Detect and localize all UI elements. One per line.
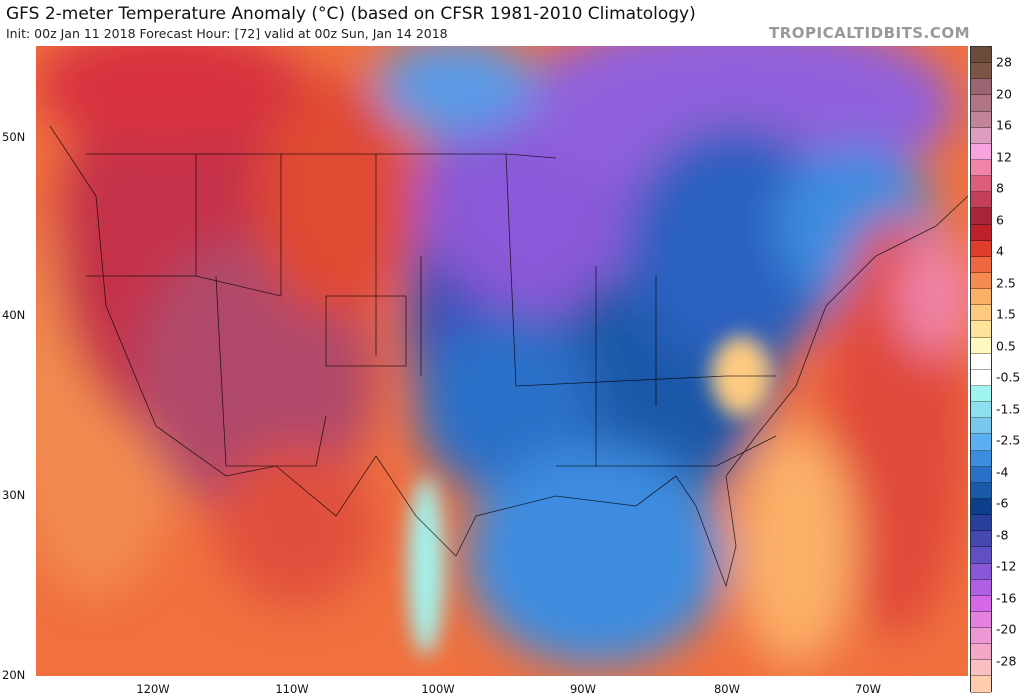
colorbar-bin bbox=[971, 531, 991, 548]
colorbar-bin bbox=[971, 644, 991, 661]
colorbar-bin bbox=[971, 547, 991, 564]
colorbar-bin bbox=[971, 47, 991, 64]
colorbar-label: 4 bbox=[996, 243, 1004, 259]
colorbar-bin bbox=[971, 676, 991, 693]
lon-label-90w: 90W bbox=[569, 682, 597, 696]
colorbar-bin bbox=[971, 289, 991, 306]
colorbar-bin bbox=[971, 466, 991, 483]
lon-label-100w: 100W bbox=[421, 682, 455, 696]
colorbar-bin bbox=[971, 450, 991, 467]
colorbar-bin bbox=[971, 482, 991, 499]
colorbar-label: -12 bbox=[996, 558, 1017, 574]
colorbar-bin bbox=[971, 418, 991, 435]
colorbar-label: 1.5 bbox=[996, 306, 1016, 322]
colorbar-bin bbox=[971, 595, 991, 612]
brand-watermark: TROPICALTIDBITS.COM bbox=[769, 24, 970, 42]
lon-label-110w: 110W bbox=[275, 682, 309, 696]
colorbar bbox=[970, 46, 992, 693]
colorbar-bin bbox=[971, 272, 991, 290]
colorbar-bin bbox=[971, 385, 991, 403]
colorbar-label: -20 bbox=[996, 621, 1017, 637]
colorbar-bin bbox=[971, 305, 991, 322]
colorbar-bin bbox=[971, 515, 991, 532]
colorbar-bin bbox=[971, 111, 991, 128]
colorbar-bin bbox=[971, 63, 991, 80]
colorbar-bin bbox=[971, 563, 991, 580]
colorbar-bin bbox=[971, 402, 991, 419]
colorbar-label: 16 bbox=[996, 117, 1012, 133]
colorbar-bin bbox=[971, 127, 991, 144]
colorbar-label: -8 bbox=[996, 527, 1009, 542]
colorbar-bin bbox=[971, 660, 991, 677]
colorbar-bin bbox=[971, 159, 991, 177]
colorbar-label: -28 bbox=[996, 653, 1017, 668]
lat-label-50n: 50N bbox=[2, 130, 26, 144]
colorbar-bin bbox=[971, 256, 991, 273]
colorbar-bin bbox=[971, 369, 991, 386]
colorbar-bin bbox=[971, 176, 991, 193]
temperature-anomaly-map bbox=[36, 46, 968, 676]
colorbar-bin bbox=[971, 337, 991, 354]
colorbar-bin bbox=[971, 192, 991, 209]
colorbar-label: -6 bbox=[996, 495, 1009, 511]
colorbar-label: 8 bbox=[996, 180, 1004, 196]
colorbar-bin bbox=[971, 628, 991, 645]
colorbar-label: -2.5 bbox=[996, 432, 1021, 448]
lon-label-120w: 120W bbox=[136, 682, 170, 696]
colorbar-label: 28 bbox=[996, 54, 1012, 70]
colorbar-bin bbox=[971, 611, 991, 629]
colorbar-bin bbox=[971, 321, 991, 338]
colorbar-bin bbox=[971, 224, 991, 241]
colorbar-bin bbox=[971, 208, 991, 225]
map-title: GFS 2-meter Temperature Anomaly (°C) (ba… bbox=[6, 4, 696, 24]
colorbar-label: 20 bbox=[996, 86, 1012, 101]
map-subtitle: Init: 00z Jan 11 2018 Forecast Hour: [72… bbox=[6, 26, 448, 41]
lat-label-20n: 20N bbox=[2, 668, 26, 682]
lat-label-40n: 40N bbox=[2, 308, 26, 322]
colorbar-bin bbox=[971, 434, 991, 451]
colorbar-bin bbox=[971, 240, 991, 257]
lon-label-70w: 70W bbox=[854, 682, 882, 696]
colorbar-label: -4 bbox=[996, 464, 1009, 479]
colorbar-bin bbox=[971, 498, 991, 516]
colorbar-label: 12 bbox=[996, 149, 1012, 164]
colorbar-label: 6 bbox=[996, 212, 1004, 227]
colorbar-label: -0.5 bbox=[996, 369, 1021, 385]
colorbar-label: 0.5 bbox=[996, 338, 1016, 353]
colorbar-bin bbox=[971, 95, 991, 112]
lon-label-80w: 80W bbox=[713, 682, 741, 696]
colorbar-label: 2.5 bbox=[996, 275, 1016, 290]
colorbar-bin bbox=[971, 143, 991, 160]
colorbar-bin bbox=[971, 353, 991, 370]
colorbar-label: -1.5 bbox=[996, 401, 1021, 416]
lat-label-30n: 30N bbox=[2, 488, 26, 502]
colorbar-bin bbox=[971, 579, 991, 596]
colorbar-bin bbox=[971, 79, 991, 96]
colorbar-label: -16 bbox=[996, 590, 1017, 605]
